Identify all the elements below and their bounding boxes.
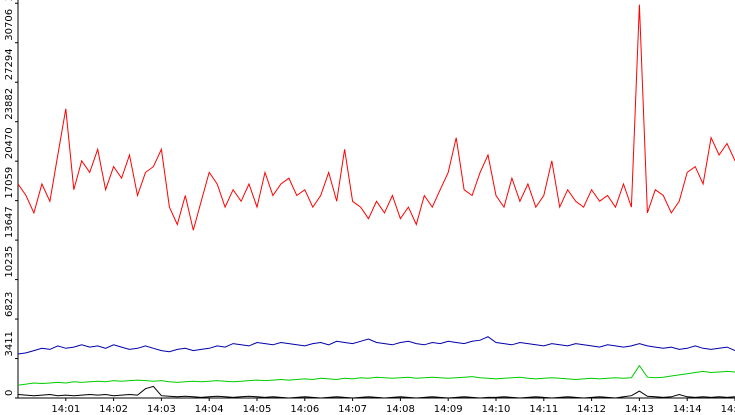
y-tick-label: 6823 [4, 292, 15, 317]
x-tick-label: 14:15 [721, 404, 735, 415]
y-tick-label: 3411 [4, 331, 15, 356]
y-tick-label: 13647 [4, 206, 15, 238]
x-tick-label: 14:11 [529, 404, 558, 415]
x-tick-label: 14:13 [625, 404, 654, 415]
y-tick-label: 20470 [4, 127, 15, 159]
x-tick-label: 14:06 [290, 404, 319, 415]
x-tick-label: 14:01 [51, 404, 80, 415]
y-tick-label: 0 [4, 390, 15, 396]
y-tick-label: 23882 [4, 88, 15, 120]
x-tick-label: 14:05 [243, 404, 272, 415]
y-tick-label: 17059 [4, 167, 15, 199]
x-tick-label: 14:07 [338, 404, 367, 415]
y-tick-label: 30706 [4, 9, 15, 41]
x-tick-label: 14:10 [482, 404, 511, 415]
y-tick-label: 34118 [4, 0, 15, 1]
x-tick-label: 14:04 [195, 404, 224, 415]
x-tick-label: 14:02 [99, 404, 128, 415]
x-tick-label: 14:14 [673, 404, 702, 415]
series-line [17, 385, 735, 399]
x-tick-label: 14:12 [577, 404, 606, 415]
series-line [17, 336, 735, 355]
y-tick-label: 27294 [4, 48, 15, 80]
y-tick-label: 10235 [4, 246, 15, 278]
x-tick-label: 14:08 [386, 404, 415, 415]
series-line [17, 364, 735, 386]
x-tick-label: 14:03 [147, 404, 176, 415]
x-tick-label: 14:09 [434, 404, 463, 415]
series-line [17, 4, 735, 231]
